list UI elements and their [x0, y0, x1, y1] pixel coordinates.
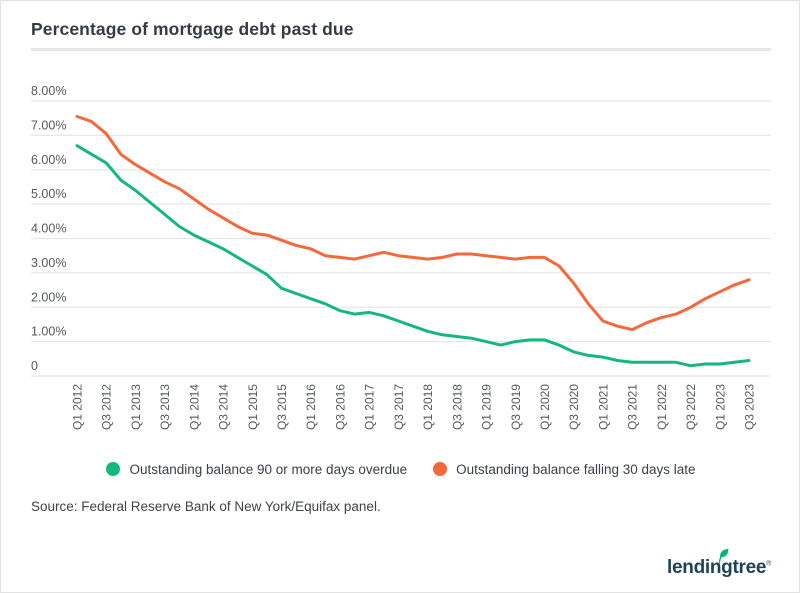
x-axis-tick-label: Q3 2021 [626, 384, 640, 430]
y-axis-tick-label: 0 [31, 359, 38, 373]
line-chart-svg: 8.00% 7.00% 6.00% 5.00% 4.00% 3.00% 2.00% 1.00%… [31, 84, 771, 430]
line-chart: 8.00% 7.00% 6.00% 5.00% 4.00% 3.00% 2.00% 1.00%… [31, 81, 771, 439]
series-line [75, 115, 751, 332]
x-axis-tick-label: Q3 2013 [158, 384, 172, 430]
y-axis-tick-label: 8.00% [31, 84, 66, 98]
logo-text: lendingtree [667, 557, 767, 578]
x-axis-tick-label: Q3 2023 [743, 384, 757, 430]
x-axis-tick-label: Q1 2021 [596, 384, 610, 430]
x-axis-tick-label: Q3 2014 [217, 384, 231, 430]
leaf-icon [716, 548, 730, 570]
x-axis-tick-label: Q1 2019 [480, 384, 494, 430]
x-axis-tick-label: Q3 2012 [100, 384, 114, 430]
series-line [75, 144, 751, 368]
y-axis-tick-label: 7.00% [31, 118, 66, 132]
x-axis-tick-label: Q3 2015 [275, 384, 289, 430]
x-axis-tick-label: Q3 2019 [509, 384, 523, 430]
title-divider [31, 48, 771, 51]
page-title: Percentage of mortgage debt past due [31, 19, 354, 39]
x-axis-tick-label: Q3 2017 [392, 384, 406, 430]
legend-item-30-days: Outstanding balance falling 30 days late [433, 461, 696, 477]
x-axis-tick-label: Q1 2016 [304, 384, 318, 430]
x-axis-tick-label: Q3 2018 [450, 384, 464, 430]
y-axis-tick-label: 3.00% [31, 256, 66, 270]
y-axis-tick-label: 6.00% [31, 153, 66, 167]
legend-label: Outstanding balance 90 or more days over… [129, 461, 408, 477]
legend-item-90-days: Outstanding balance 90 or more days over… [106, 462, 407, 477]
x-axis-tick-label: Q3 2016 [333, 384, 347, 430]
x-axis-tick-label: Q1 2013 [129, 384, 143, 430]
x-axis-tick-label: Q1 2014 [187, 384, 201, 430]
x-axis-tick-label: Q3 2022 [684, 384, 698, 430]
y-axis-tick-label: 2.00% [31, 290, 66, 304]
x-axis-tick-label: Q1 2022 [655, 384, 669, 430]
y-axis-tick-label: 5.00% [31, 187, 66, 201]
source-note: Source: Federal Reserve Bank of New York… [31, 499, 381, 514]
x-axis-tick-label: Q1 2020 [538, 384, 552, 430]
x-axis-tick-label: Q1 2017 [363, 384, 377, 430]
y-axis-tick-label: 1.00% [31, 325, 66, 339]
legend-label: Outstanding balance falling 30 days late [456, 461, 696, 477]
x-axis-tick-label: Q1 2018 [421, 384, 435, 430]
x-axis-tick-label: Q1 2015 [246, 384, 260, 430]
legend-dot-green [106, 462, 121, 476]
x-axis-tick-label: Q1 2012 [71, 384, 85, 430]
lendingtree-logo: lendingtree® [667, 548, 771, 583]
y-axis-tick-label: 4.00% [31, 222, 66, 236]
x-axis-tick-label: Q1 2023 [713, 384, 727, 430]
logo-reg-mark: ® [766, 560, 771, 568]
chart-legend: Outstanding balance 90 or more days over… [1, 456, 799, 482]
x-axis-tick-label: Q3 2020 [567, 384, 581, 430]
legend-dot-orange [433, 462, 448, 476]
